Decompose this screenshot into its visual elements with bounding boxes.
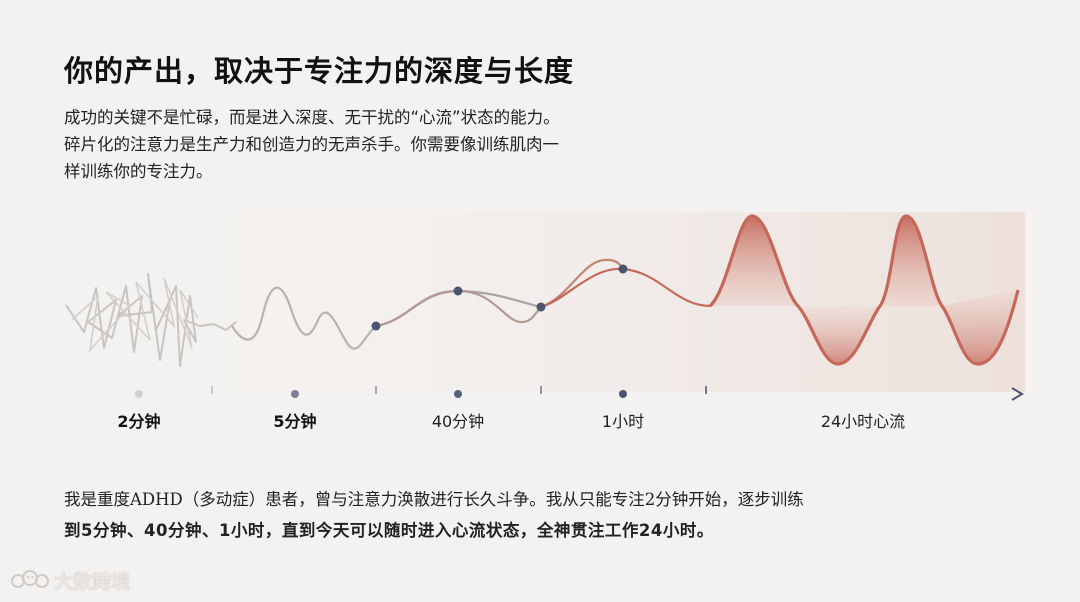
story-line: 到5分钟、40分钟、1小时，直到今天可以随时进入心流状态，全神贯注工作24小时。 — [64, 521, 714, 540]
flow-wave-fill — [798, 306, 880, 364]
stage-label: 2分钟 — [117, 412, 160, 431]
focus-strand — [375, 289, 542, 328]
short-focus-wave — [231, 286, 377, 350]
chaotic-scribble — [71, 277, 199, 353]
stage-marker — [619, 390, 627, 398]
focus-progression-illustration: 2分钟 5分钟 40分钟 1小时 24小时心流 — [60, 212, 1025, 431]
flow-wave-fill — [880, 216, 942, 306]
watermark-text: 大数跨境 — [54, 571, 131, 593]
stage-label: 5分钟 — [273, 412, 316, 431]
wave-node — [371, 321, 381, 331]
stage-marker — [291, 390, 299, 398]
story-line: 我是重度ADHD（多动症）患者，曾与注意力涣散进行长久斗争。我从只能专注2分钟开… — [64, 490, 804, 509]
stage-marker — [135, 390, 143, 398]
watermark: 大数跨境 — [10, 567, 130, 594]
focus-strand — [540, 258, 624, 309]
axis-arrow-icon — [1011, 387, 1024, 401]
chaotic-scribble — [65, 273, 237, 367]
page-title: 你的产出，取决于专注力的深度与长度 — [64, 54, 575, 88]
personal-story: 我是重度ADHD（多动症）患者，曾与注意力涣散进行长久斗争。我从只能专注2分钟开… — [64, 484, 1044, 546]
intro-line: 样训练你的专注力。 — [64, 162, 213, 181]
intro-line: 碎片化的注意力是生产力和创造力的无声杀手。你需要像训练肌肉一 — [64, 135, 559, 154]
stage-label: 40分钟 — [432, 412, 484, 431]
flow-wave-fill — [710, 216, 798, 306]
wave-node — [536, 302, 546, 312]
stage-label: 24小时心流 — [821, 412, 905, 431]
bear-logo-icon — [11, 569, 49, 588]
intro-paragraph: 成功的关键不是忙碌，而是进入深度、无干扰的“心流”状态的能力。 碎片化的注意力是… — [64, 104, 664, 185]
stage-marker — [454, 390, 462, 398]
intro-line: 成功的关键不是忙碌，而是进入深度、无干扰的“心流”状态的能力。 — [64, 108, 560, 127]
stage-label: 1小时 — [602, 412, 644, 431]
wave-node — [618, 264, 628, 274]
illustration-background — [60, 212, 1025, 392]
wave-node — [453, 286, 463, 296]
flow-wave — [708, 214, 1020, 366]
